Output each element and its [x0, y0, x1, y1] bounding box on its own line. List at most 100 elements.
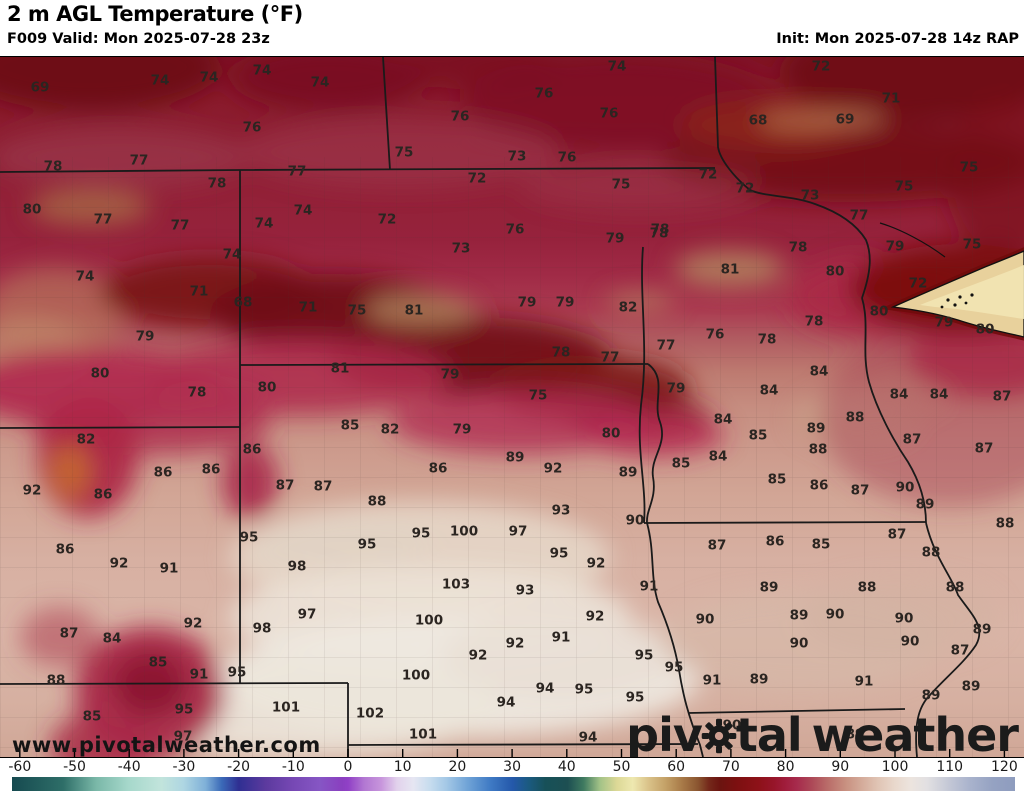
temp-label: 95: [357, 536, 377, 553]
temp-label: 88: [46, 672, 66, 689]
temp-label: 92: [505, 635, 525, 652]
temp-label: 94: [535, 680, 555, 697]
temp-label: 88: [367, 493, 387, 510]
colorbar-tick-label: 40: [557, 759, 576, 775]
temp-label: 84: [102, 630, 122, 647]
temp-label: 79: [555, 294, 575, 311]
colorbar-tick-label: 20: [448, 759, 467, 775]
temp-label: 76: [505, 221, 525, 238]
colorbar-tick-label: 60: [667, 759, 686, 775]
temp-label: 78: [43, 158, 63, 175]
temp-label: 92: [183, 615, 203, 632]
temp-label: 90: [695, 611, 715, 628]
colorbar-tick-label: 100: [881, 759, 909, 775]
temp-label: 100: [449, 523, 479, 540]
temp-label: 77: [93, 211, 113, 228]
temp-label: 87: [707, 537, 727, 554]
temp-label: 74: [150, 72, 170, 89]
temp-label: 97: [508, 523, 528, 540]
temp-label: 90: [895, 479, 915, 496]
temp-label: 85: [82, 708, 102, 725]
temp-label: 89: [961, 678, 981, 695]
temp-label: 97: [297, 606, 317, 623]
temp-label: 75: [528, 387, 548, 404]
temperature-field: [0, 57, 1024, 757]
temp-label: 101: [408, 726, 438, 743]
temp-label: 85: [748, 427, 768, 444]
temp-label: 84: [708, 448, 728, 465]
temp-label: 77: [600, 349, 620, 366]
colorbar-tick-label: -60: [8, 759, 32, 775]
temp-label: 88: [845, 409, 865, 426]
temp-label: 95: [411, 525, 431, 542]
temp-label: 84: [713, 411, 733, 428]
temp-label: 95: [239, 529, 259, 546]
county-grid: [0, 157, 1024, 757]
colorbar-tick-label: 70: [721, 759, 740, 775]
temp-label: 77: [656, 337, 676, 354]
temp-label: 71: [881, 90, 901, 107]
temp-label: 87: [275, 477, 295, 494]
lake-superior: [879, 222, 1024, 341]
temp-label: 72: [698, 166, 718, 183]
temp-label: 98: [252, 620, 272, 637]
temp-label: 79: [517, 294, 537, 311]
temp-label: 77: [849, 207, 869, 224]
temp-label: 78: [650, 221, 670, 238]
temp-label: 89: [972, 621, 992, 638]
temp-label: 91: [551, 629, 571, 646]
colorbar-tick-label: 30: [503, 759, 522, 775]
temp-label: 73: [800, 187, 820, 204]
logo-text-suffix: weather: [811, 708, 1019, 757]
temp-label: 86: [765, 533, 785, 550]
temp-label: 89: [806, 420, 826, 437]
temp-label: 82: [380, 421, 400, 438]
temp-label: 90: [900, 633, 920, 650]
temp-label: 78: [804, 313, 824, 330]
temp-label: 81: [330, 360, 350, 377]
temp-label: 95: [574, 681, 594, 698]
temp-label: 92: [22, 482, 42, 499]
temp-label: 87: [887, 526, 907, 543]
temp-label: 75: [394, 144, 414, 161]
temp-label: 91: [159, 560, 179, 577]
temp-label: 86: [153, 464, 173, 481]
temp-label: 68: [233, 294, 253, 311]
temp-label: 79: [666, 380, 686, 397]
colorbar-tick-label: 50: [612, 759, 631, 775]
temp-label: 72: [377, 211, 397, 228]
temp-label: 93: [551, 502, 571, 519]
temp-label: 91: [639, 578, 659, 595]
map-tick-marks: [19, 749, 1006, 757]
temp-label: 79: [440, 366, 460, 383]
temp-label: 87: [974, 440, 994, 457]
temp-label: 79: [452, 421, 472, 438]
temp-label: 78: [551, 344, 571, 361]
temp-label: 102: [355, 705, 385, 722]
temp-label: 87: [950, 642, 970, 659]
temp-label: 76: [242, 119, 262, 136]
temp-label: 80: [601, 425, 621, 442]
temp-label: 84: [929, 386, 949, 403]
init-time: Init: Mon 2025-07-28 14z RAP: [776, 31, 1019, 47]
temp-label: 74: [254, 215, 274, 232]
watermark: www.pivotalweather.com: [12, 733, 321, 757]
map-canvas: 69 74 74 74 74 74 72 76 76 76 76 71 68 69 73 76 75 77 78 77…: [0, 57, 1024, 757]
temp-label: 87: [992, 388, 1012, 405]
temp-label: 75: [894, 178, 914, 195]
temp-label: 91: [854, 673, 874, 690]
temp-label: 74: [607, 58, 627, 75]
temp-label: 78: [649, 225, 669, 242]
temp-label: 69: [835, 111, 855, 128]
temp-label: 71: [298, 299, 318, 316]
colorbar-tick-label: -30: [172, 759, 196, 775]
temp-label: 78: [788, 239, 808, 256]
temp-label: 84: [809, 363, 829, 380]
temp-label: 80: [257, 379, 277, 396]
temp-label: 80: [90, 365, 110, 382]
temp-label: 76: [557, 149, 577, 166]
temp-label: 95: [174, 701, 194, 718]
temp-label: 77: [170, 217, 190, 234]
temp-label: 86: [93, 486, 113, 503]
